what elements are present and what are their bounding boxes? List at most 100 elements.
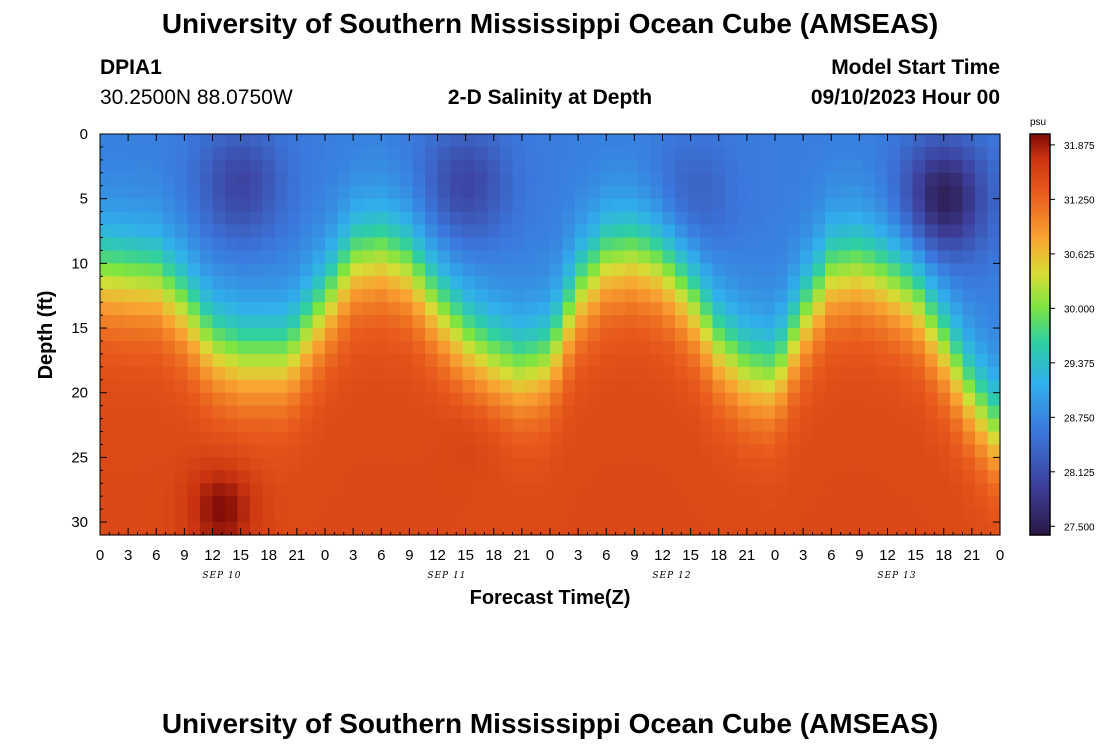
x-axis: 0 3 6 9 12 15 18 21 0 3 6 9 12 15 18 21 0 3 6 9 12 15 18 21 0 3 6 9… — [96, 134, 1004, 581]
heatmap-cell — [687, 457, 701, 471]
heatmap-cell — [837, 146, 851, 161]
heatmap-cell — [450, 289, 464, 303]
heatmap-cell — [187, 211, 201, 226]
heatmap-cell — [225, 392, 239, 407]
heatmap-cell — [300, 146, 314, 161]
heatmap-cell — [762, 224, 776, 239]
heatmap-cell — [575, 302, 589, 316]
heatmap-cell — [675, 146, 689, 161]
date-label: SEP 13 — [877, 571, 916, 581]
heatmap-cell — [962, 250, 976, 264]
heatmap-cell — [362, 444, 376, 458]
heatmap-cell — [400, 134, 414, 148]
heatmap-cell — [537, 366, 551, 381]
heatmap-cell — [550, 263, 564, 277]
heatmap-cell — [650, 250, 664, 264]
heatmap-cell — [162, 289, 176, 303]
heatmap-cell — [600, 405, 614, 420]
heatmap-cell — [850, 250, 864, 264]
heatmap-cell — [775, 379, 789, 394]
heatmap-cell — [800, 522, 814, 536]
heatmap-cell — [925, 211, 939, 226]
heatmap-cell — [337, 328, 351, 342]
heatmap-cell — [275, 250, 289, 264]
heatmap-cell — [737, 237, 751, 252]
heatmap-cell — [625, 172, 639, 187]
heatmap-cell — [962, 211, 976, 226]
heatmap-cell — [462, 315, 476, 329]
heatmap-cell — [625, 522, 639, 536]
heatmap-cell — [300, 289, 314, 303]
heatmap-cell — [525, 444, 539, 458]
heatmap-cell — [487, 328, 501, 342]
heatmap-cell — [400, 172, 414, 187]
heatmap-cell — [912, 263, 926, 277]
heatmap-cell — [962, 353, 976, 368]
heatmap-cell — [212, 276, 226, 290]
heatmap-cell — [112, 224, 126, 239]
heatmap-cell — [400, 198, 414, 213]
heatmap-cell — [612, 211, 626, 226]
heatmap-cell — [212, 405, 226, 420]
heatmap-cell — [662, 211, 676, 226]
heatmap-cell — [250, 146, 264, 161]
heatmap-cell — [350, 470, 364, 484]
heatmap-cell — [637, 263, 651, 277]
heatmap-cell — [112, 483, 126, 497]
heatmap-cell — [337, 509, 351, 523]
heatmap-cell — [650, 470, 664, 484]
heatmap-cell — [325, 431, 339, 446]
heatmap-cell — [512, 405, 526, 420]
heatmap-cell — [575, 405, 589, 420]
heatmap-cell — [887, 237, 901, 252]
heatmap-cell — [775, 328, 789, 342]
heatmap-cell — [562, 431, 576, 446]
heatmap-cell — [300, 340, 314, 355]
heatmap-cell — [287, 405, 301, 420]
heatmap-cell — [300, 457, 314, 471]
heatmap-cell — [737, 366, 751, 381]
heatmap-cell — [125, 522, 139, 536]
heatmap-cell — [675, 185, 689, 200]
x-tick-label: 12 — [879, 547, 896, 564]
heatmap-cell — [362, 302, 376, 316]
heatmap-cell — [587, 276, 601, 290]
heatmap-cell — [887, 211, 901, 226]
heatmap-cell — [337, 224, 351, 239]
heatmap-cell — [462, 289, 476, 303]
heatmap-cell — [975, 457, 989, 471]
heatmap-cell — [875, 224, 889, 239]
heatmap-cell — [325, 224, 339, 239]
heatmap-cell — [362, 250, 376, 264]
heatmap-cell — [612, 146, 626, 161]
heatmap-cell — [387, 263, 401, 277]
heatmap-cell — [712, 366, 726, 381]
heatmap-cell — [475, 276, 489, 290]
heatmap-cell — [750, 328, 764, 342]
heatmap-cell — [762, 483, 776, 497]
heatmap-cell — [450, 366, 464, 381]
heatmap-cell — [187, 483, 201, 497]
heatmap-cell — [862, 366, 876, 381]
heatmap-cell — [375, 237, 389, 252]
x-tick-label: 15 — [457, 547, 474, 564]
heatmap-cell — [337, 263, 351, 277]
heatmap-cell — [525, 263, 539, 277]
heatmap-cell — [562, 185, 576, 200]
heatmap-cell — [900, 211, 914, 226]
heatmap-cell — [675, 172, 689, 187]
heatmap-cell — [987, 159, 1001, 174]
heatmap-cell — [662, 483, 676, 497]
heatmap-cell — [437, 496, 451, 510]
heatmap-cell — [587, 483, 601, 497]
heatmap-cell — [625, 405, 639, 420]
heatmap-cell — [262, 159, 276, 174]
heatmap-cell — [762, 263, 776, 277]
heatmap-cell — [225, 405, 239, 420]
heatmap-cell — [887, 134, 901, 148]
heatmap-cell — [125, 353, 139, 368]
heatmap-cell — [250, 353, 264, 368]
heatmap-cell — [600, 418, 614, 433]
heatmap-cell — [412, 353, 426, 368]
heatmap-cell — [662, 198, 676, 213]
